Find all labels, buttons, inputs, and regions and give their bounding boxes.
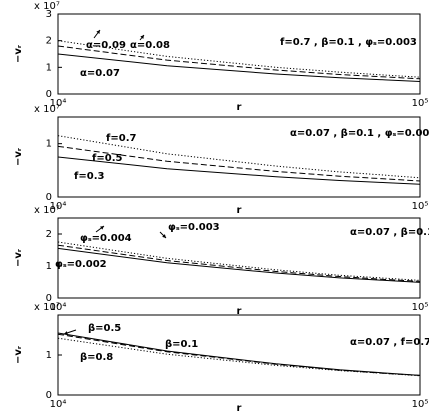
series-label: φₛ=0.002 (55, 259, 107, 270)
y-tick-label: 0 (46, 390, 52, 401)
x-tick-label: 10⁵ (412, 302, 429, 313)
line (57, 53, 421, 82)
x-tick-label: 10⁵ (412, 399, 429, 410)
x-tick-label: 10⁴ (50, 98, 67, 109)
x-axis-label: r (237, 403, 242, 414)
x-axis-label: r (237, 205, 242, 216)
annotation: α=0.07 , β=0.1 , φₛ=0.003 (290, 128, 429, 139)
y-axis-label: −vᵣ (13, 345, 24, 364)
series-label: α=0.08 (130, 40, 170, 51)
series-label: α=0.09 (86, 40, 126, 51)
line (57, 156, 421, 185)
arrow-head (64, 331, 68, 335)
x-axis-label: r (237, 306, 242, 317)
y-tick-label: 2 (46, 229, 52, 240)
arrow-head (140, 35, 144, 39)
y-exponent-label: x 10⁷ (34, 205, 60, 216)
x-axis-label: r (237, 102, 242, 113)
x-tick-label: 10⁵ (412, 98, 429, 109)
y-exponent-label: x 10⁷ (34, 302, 60, 313)
plot-frame (57, 13, 421, 95)
line (57, 244, 421, 282)
line (57, 45, 421, 80)
y-exponent-label: x 10⁷ (34, 1, 60, 12)
series-label: β=0.5 (88, 323, 121, 334)
y-tick-label: 0 (46, 89, 52, 100)
x-tick-label: 10⁴ (50, 399, 67, 410)
line (57, 333, 421, 376)
y-tick-label: 1 (46, 350, 52, 361)
plot-frame (57, 314, 421, 396)
series-label: f=0.7 (106, 133, 136, 144)
plot-frame (57, 217, 421, 299)
series-label: α=0.07 (80, 68, 120, 79)
y-tick-label: 0 (46, 192, 52, 203)
y-axis-label: −vᵣ (13, 44, 24, 63)
line (57, 247, 421, 283)
y-tick-label: 3 (46, 9, 52, 20)
series-label: f=0.3 (74, 171, 104, 182)
arrow-head (100, 226, 104, 230)
y-tick-label: 1 (46, 139, 52, 150)
y-axis-label: −vᵣ (13, 248, 24, 267)
annotation: α=0.07 , f=0.7 , φₛ=0.003 (350, 337, 429, 348)
y-tick-label: 1 (46, 62, 52, 73)
arrow-head (162, 234, 166, 238)
y-axis-label: −vᵣ (13, 147, 24, 166)
series-label: φₛ=0.004 (80, 233, 132, 244)
annotation: α=0.07 , β=0.1 , f=0.7 (350, 227, 429, 238)
line (57, 145, 421, 182)
y-tick-label: 1 (46, 261, 52, 272)
series-label: f=0.5 (92, 153, 122, 164)
x-tick-label: 10⁵ (412, 201, 429, 212)
arrow-head (96, 30, 100, 34)
series-label: β=0.8 (80, 352, 113, 363)
series-label: φₛ=0.003 (168, 222, 220, 233)
x-tick-label: 10⁴ (50, 201, 67, 212)
annotation: f=0.7 , β=0.1 , φₛ=0.003 (280, 37, 417, 48)
series-label: β=0.1 (165, 339, 198, 350)
y-tick-label: 0 (46, 293, 52, 304)
y-exponent-label: x 10⁷ (34, 104, 60, 115)
x-tick-label: 10⁴ (50, 302, 67, 313)
y-tick-label: 2 (46, 36, 52, 47)
plot-frame (57, 116, 421, 198)
